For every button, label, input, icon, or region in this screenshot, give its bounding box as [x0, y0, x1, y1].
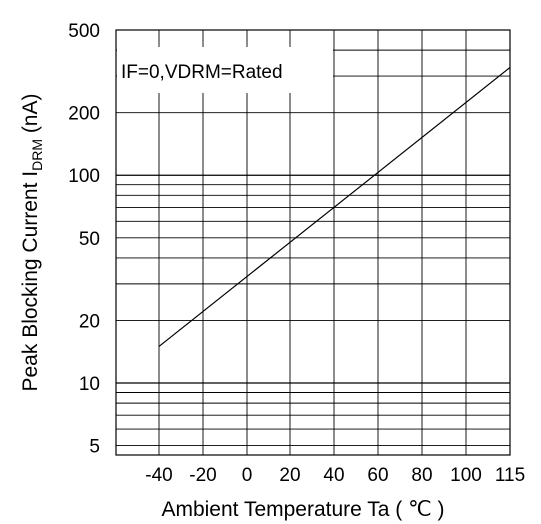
grid	[116, 30, 510, 455]
y-tick-labels: 5 10 20 50 100 200 500	[68, 21, 100, 458]
x-tick-label: 0	[242, 465, 253, 486]
y-axis-label-subscript: DRM	[29, 139, 45, 171]
y-axis-label: Peak Blocking Current IDRM (nA)	[19, 93, 45, 391]
x-tick-label: 100	[450, 465, 482, 486]
x-tick-label: 20	[279, 465, 300, 486]
plot-frame	[115, 29, 511, 456]
annotation-text: IF=0,VDRM=Rated	[121, 62, 283, 83]
y-tick-label: 20	[79, 311, 100, 332]
y-tick-label: 10	[79, 374, 100, 395]
y-tick-label: 50	[79, 229, 100, 250]
x-tick-label: -20	[189, 465, 216, 486]
y-tick-label: 500	[68, 21, 100, 42]
x-tick-labels: -40 -20 0 20 40 60 80 100 115	[145, 465, 525, 486]
series-group	[158, 67, 511, 347]
y-tick-label: 5	[89, 437, 100, 458]
y-axis-label-main: Peak Blocking Current I	[19, 171, 42, 392]
x-tick-label: -40	[145, 465, 172, 486]
series-line	[158, 67, 511, 347]
y-tick-label: 200	[68, 104, 100, 125]
x-tick-label: 115	[495, 465, 525, 486]
x-axis-label: Ambient Temperature Ta ( ℃ )	[161, 498, 444, 521]
x-tick-label: 40	[323, 465, 344, 486]
y-tick-label: 100	[68, 166, 100, 187]
x-tick-label: 80	[411, 465, 432, 486]
y-axis-label-unit: (nA)	[19, 93, 42, 139]
x-tick-label: 60	[367, 465, 388, 486]
annotation-box	[117, 47, 333, 93]
